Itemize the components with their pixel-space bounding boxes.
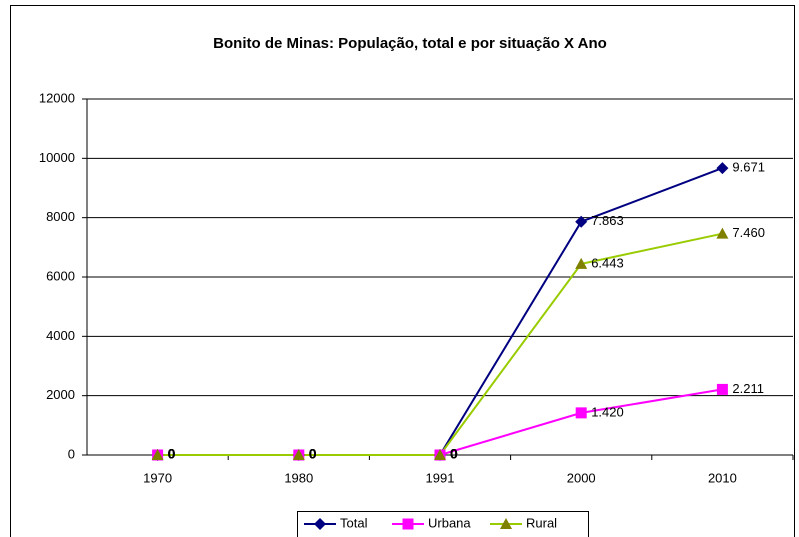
legend-label: Rural: [526, 515, 557, 530]
y-tick-label: 6000: [46, 268, 75, 283]
y-tick-label: 8000: [46, 209, 75, 224]
x-tick-label: 2010: [708, 470, 737, 485]
data-label: 0: [450, 446, 458, 462]
x-tick-label: 1980: [284, 470, 313, 485]
chart-frame: [10, 5, 795, 537]
marker: [151, 449, 164, 460]
data-label: 1.420: [591, 404, 624, 419]
marker: [716, 162, 729, 175]
data-label: 0: [450, 446, 458, 462]
data-label: 0: [450, 446, 458, 462]
y-tick-label: 10000: [39, 150, 75, 165]
data-label: 2.211: [732, 381, 764, 396]
marker: [500, 518, 512, 529]
data-label: 0: [309, 446, 317, 462]
y-tick-label: 12000: [39, 90, 75, 105]
x-tick-label: 2000: [567, 470, 596, 485]
marker: [402, 518, 414, 530]
y-tick-label: 2000: [46, 387, 75, 402]
data-label: 6.443: [591, 255, 624, 270]
data-label: 0: [168, 446, 176, 462]
legend-label: Total: [340, 515, 368, 530]
y-tick-label: 4000: [46, 328, 75, 343]
data-label: 0: [168, 446, 176, 462]
legend-box: [297, 511, 589, 537]
data-label: 9.671: [732, 160, 765, 175]
y-tick-label: 0: [68, 446, 75, 461]
chart-title: Bonito de Minas: População, total e por …: [213, 35, 607, 52]
legend-label: Urbana: [428, 515, 471, 530]
marker: [292, 449, 305, 460]
data-label: 7.460: [732, 225, 765, 240]
marker: [716, 227, 729, 239]
marker: [434, 449, 446, 460]
x-tick-label: 1991: [426, 470, 455, 485]
data-label: 7.863: [591, 213, 624, 228]
data-label: 0: [309, 446, 317, 462]
data-label: 0: [309, 446, 317, 462]
marker: [575, 407, 587, 419]
marker: [716, 383, 728, 395]
legend: Total Urbana Rural: [297, 511, 589, 537]
marker: [575, 215, 588, 228]
marker: [575, 257, 588, 269]
data-label: 0: [168, 446, 176, 462]
marker: [314, 518, 326, 530]
x-tick-label: 1970: [143, 470, 172, 485]
